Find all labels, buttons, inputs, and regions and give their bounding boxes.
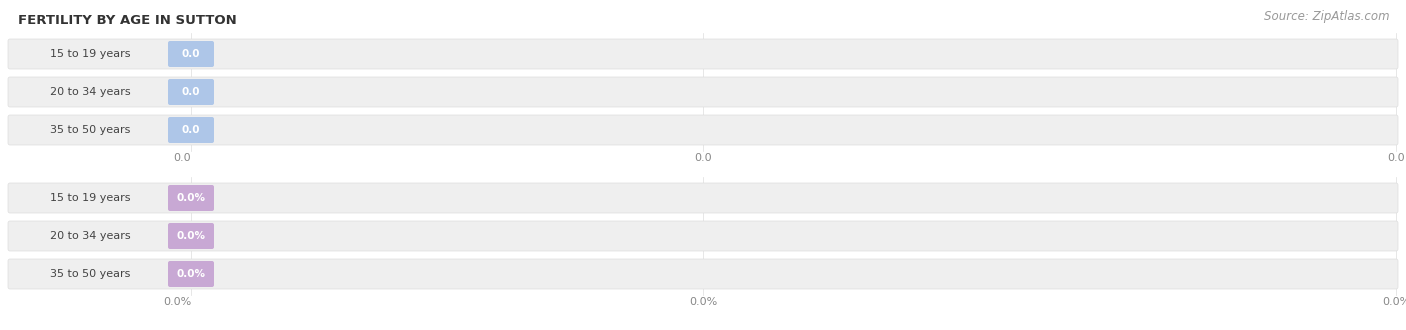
Text: 20 to 34 years: 20 to 34 years: [49, 231, 131, 241]
FancyBboxPatch shape: [167, 261, 214, 287]
Text: 0.0%: 0.0%: [177, 193, 205, 203]
Text: 0.0%: 0.0%: [163, 297, 191, 307]
Text: 20 to 34 years: 20 to 34 years: [49, 87, 131, 97]
Text: 0.0: 0.0: [181, 87, 200, 97]
FancyBboxPatch shape: [8, 115, 1398, 145]
FancyBboxPatch shape: [167, 223, 214, 249]
Text: 35 to 50 years: 35 to 50 years: [49, 125, 131, 135]
FancyBboxPatch shape: [8, 221, 1398, 251]
Text: 0.0: 0.0: [695, 153, 711, 163]
Text: 0.0%: 0.0%: [177, 269, 205, 279]
Text: 0.0: 0.0: [181, 125, 200, 135]
FancyBboxPatch shape: [8, 39, 1398, 69]
Text: 15 to 19 years: 15 to 19 years: [49, 193, 131, 203]
FancyBboxPatch shape: [8, 259, 1398, 289]
FancyBboxPatch shape: [8, 183, 1398, 213]
FancyBboxPatch shape: [8, 77, 1398, 107]
FancyBboxPatch shape: [167, 185, 214, 211]
Text: 0.0: 0.0: [181, 49, 200, 59]
Text: 0.0: 0.0: [173, 153, 191, 163]
Text: 0.0%: 0.0%: [1382, 297, 1406, 307]
FancyBboxPatch shape: [167, 79, 214, 105]
Text: 0.0%: 0.0%: [689, 297, 717, 307]
Text: FERTILITY BY AGE IN SUTTON: FERTILITY BY AGE IN SUTTON: [18, 14, 236, 27]
Text: 35 to 50 years: 35 to 50 years: [49, 269, 131, 279]
Text: 15 to 19 years: 15 to 19 years: [49, 49, 131, 59]
Text: 0.0%: 0.0%: [177, 231, 205, 241]
Text: 0.0: 0.0: [1388, 153, 1405, 163]
FancyBboxPatch shape: [167, 117, 214, 143]
FancyBboxPatch shape: [167, 41, 214, 67]
Text: Source: ZipAtlas.com: Source: ZipAtlas.com: [1264, 10, 1391, 23]
